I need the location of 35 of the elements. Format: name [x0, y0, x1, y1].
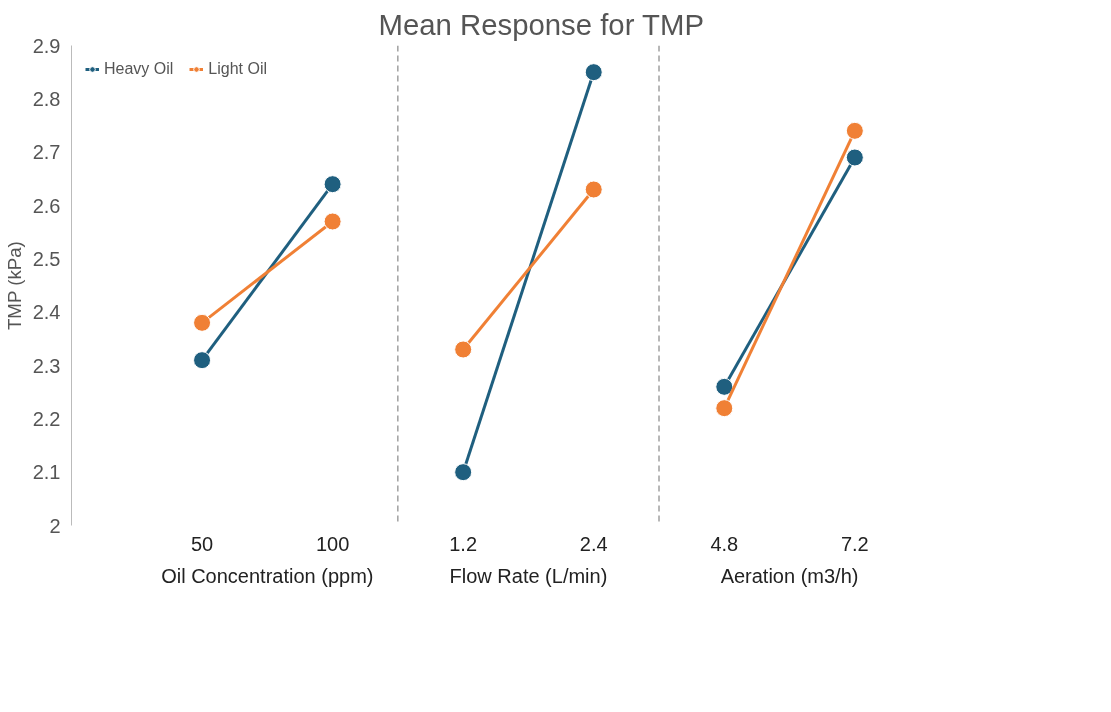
x-tick-label: 2.4: [579, 532, 608, 555]
point: [323, 212, 342, 231]
point: [454, 340, 473, 359]
x-tick-label: 4.8: [710, 532, 739, 555]
y-tick-label: 2.8: [32, 87, 61, 110]
text: Oil Concentration (ppm): [161, 564, 374, 587]
y-tick-label: 2.2: [32, 407, 61, 430]
y-tick-label: 2.6: [32, 194, 61, 217]
point: [193, 313, 212, 332]
y-tick-label: 2.5: [32, 247, 61, 270]
text: Flow Rate (L/min): [449, 564, 608, 587]
point: [193, 351, 212, 370]
text: Aeration (m3/h): [720, 564, 859, 587]
legend-label: Light Oil: [208, 60, 268, 78]
point: [584, 63, 603, 82]
point: [323, 175, 342, 194]
chart-title: Mean Response for TMP: [378, 7, 704, 41]
y-tick-label: 2.9: [32, 34, 61, 57]
x-tick-label: 100: [315, 532, 350, 555]
point: [584, 180, 603, 199]
y-tick-label: 2.3: [32, 354, 61, 377]
legend-label: Heavy Oil: [104, 60, 174, 78]
y-tick-label: 2.7: [32, 141, 61, 164]
x-tick-label: 1.2: [449, 532, 478, 555]
y-tick-label: 2.4: [32, 301, 61, 324]
x-tick-label: 50: [190, 532, 214, 555]
point: [454, 463, 473, 482]
y-axis-title: TMP (kPa): [3, 241, 25, 331]
x-tick-label: 7.2: [840, 532, 869, 555]
point: [845, 121, 864, 140]
y-tick-label: 2: [49, 514, 61, 537]
y-tick-label: 2.1: [32, 461, 61, 484]
point: [845, 148, 864, 167]
point: [715, 399, 734, 418]
point: [715, 377, 734, 396]
